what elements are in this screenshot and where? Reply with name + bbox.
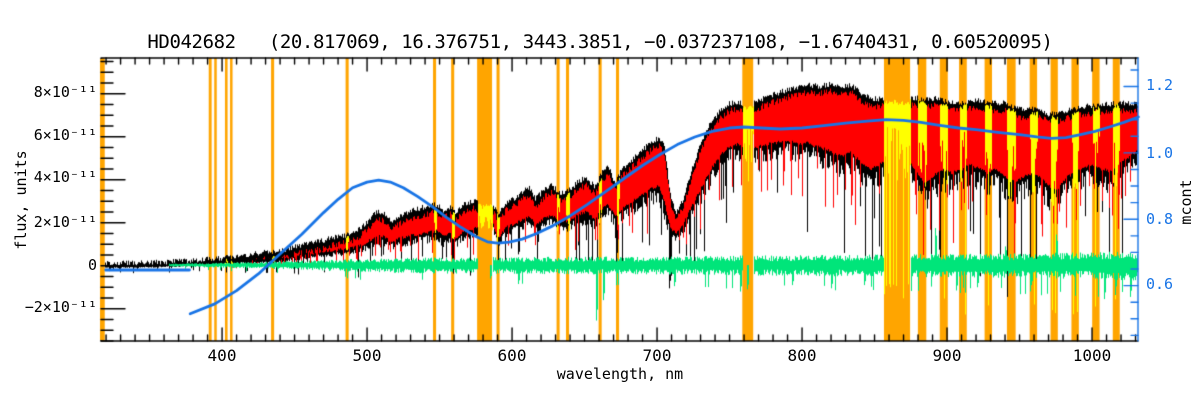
y-left-tick-label: −2×10⁻¹¹: [24, 298, 97, 316]
plot-title: HD042682 (20.817069, 16.376751, 3443.385…: [147, 31, 1053, 53]
x-tick-label: 500: [352, 346, 382, 365]
y-left-tick-label: 4×10⁻¹¹: [33, 168, 97, 186]
y-left-tick-label: 0: [87, 256, 97, 274]
y-right-tick-label: 0.6: [1146, 275, 1174, 293]
y-left-tick-label: 2×10⁻¹¹: [33, 213, 97, 231]
y-right-tick-label: 1.0: [1146, 144, 1174, 162]
x-tick-label: 1000: [1072, 346, 1112, 365]
y-right-tick-label: 0.8: [1146, 210, 1174, 228]
y-left-tick-label: 6×10⁻¹¹: [33, 126, 97, 144]
x-tick-label: 600: [497, 346, 527, 365]
x-tick-label: 700: [642, 346, 672, 365]
y-axis-left-label: flux, units: [11, 150, 30, 250]
y-right-tick-label: 1.2: [1146, 76, 1174, 94]
x-tick-label: 800: [787, 346, 817, 365]
x-axis-label: wavelength, nm: [556, 365, 684, 383]
x-tick-label: 400: [207, 346, 237, 365]
y-left-tick-label: 8×10⁻¹¹: [33, 83, 97, 101]
x-tick-label: 900: [932, 346, 962, 365]
